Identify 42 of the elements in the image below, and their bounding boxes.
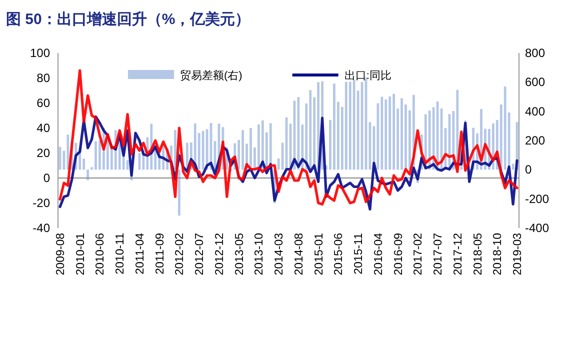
x-tick-label: 2010-06 [94, 233, 107, 276]
x-tick-label: 2012-02 [174, 233, 186, 276]
x-tick-label: 2015-11 [353, 233, 366, 274]
y2-tick-label: 200 [525, 134, 546, 148]
x-tick-label: 2011-09 [154, 233, 166, 274]
y2-tick-label: 600 [525, 75, 546, 90]
legend-label: 贸易差额(右) [180, 69, 242, 82]
x-tick-label: 2010-11 [114, 233, 127, 274]
y-tick-label: 20 [36, 146, 50, 160]
x-tick-label: 2012-07 [194, 233, 206, 276]
x-tick-label: 2017-02 [412, 233, 425, 276]
x-tick-label: 2014-03 [274, 233, 286, 276]
legend-label: 出口:同比 [344, 69, 392, 82]
x-tick-label: 2016-09 [392, 233, 405, 276]
y2-tick-label: 400 [525, 104, 546, 118]
x-tick-label: 2016-04 [372, 232, 385, 276]
x-tick-label: 2015-06 [333, 233, 346, 276]
y2-tick-label: -400 [525, 221, 550, 235]
y-tick-label: 40 [36, 121, 50, 135]
x-tick-label: 2018-05 [472, 233, 484, 276]
x-tick-label: 2017-12 [452, 233, 464, 276]
y2-tick-label: -200 [525, 192, 550, 206]
x-tick-label: 2010-01 [74, 233, 87, 276]
x-tick-label: 2018-10 [492, 233, 504, 276]
y2-tick-label: 0 [525, 162, 532, 177]
y-tick-label: 60 [36, 96, 50, 110]
y-tick-label: 100 [30, 46, 50, 60]
y2-tick-label: 800 [525, 46, 546, 60]
x-tick-label: 2013-05 [234, 233, 246, 276]
x-tick-label: 2009-08 [54, 233, 67, 276]
x-tick-label: 2015-01 [313, 233, 326, 276]
y-tick-label: 80 [36, 71, 50, 85]
y-tick-label: -40 [32, 221, 50, 235]
y-tick-label: 0 [43, 171, 50, 185]
x-tick-label: 2011-04 [134, 232, 146, 274]
chart-title: 图 50：出口增速回升（%，亿美元） [6, 10, 250, 28]
x-tick-label: 2017-07 [432, 233, 445, 276]
x-tick-label: 2012-12 [214, 233, 226, 276]
x-tick-label: 2019-03 [512, 233, 524, 276]
x-tick-label: 2014-08 [293, 233, 306, 276]
x-tick-label: 2013-10 [254, 233, 266, 276]
y-tick-label: -20 [32, 196, 50, 210]
